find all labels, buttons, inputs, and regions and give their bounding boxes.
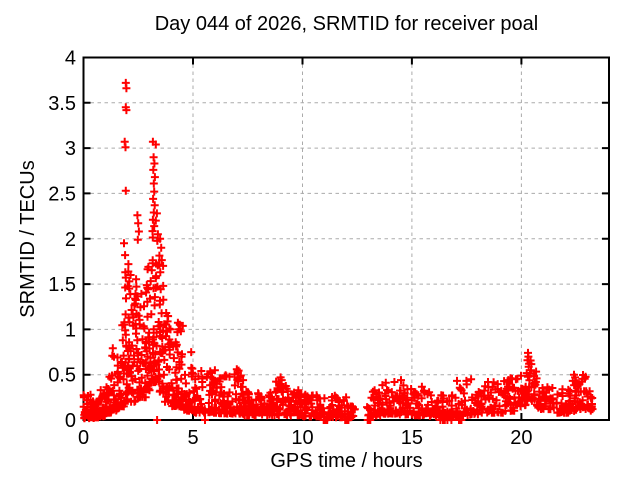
x-axis-label: GPS time / hours [270, 450, 423, 472]
y-tick-label: 1.5 [48, 274, 76, 296]
y-tick-label: 1 [65, 319, 76, 341]
x-tick-label: 20 [510, 427, 532, 449]
x-tick-label: 5 [187, 427, 198, 449]
y-tick-label: 4 [65, 48, 76, 70]
data-points [79, 78, 597, 424]
y-tick-label: 2 [65, 229, 76, 251]
y-tick-label: 2.5 [48, 183, 76, 205]
y-tick-label: 0.5 [48, 365, 76, 387]
x-tick-label: 0 [78, 427, 89, 449]
y-tick-label: 3 [65, 138, 76, 160]
y-tick-label: 0 [65, 410, 76, 432]
x-tick-label: 15 [401, 427, 423, 449]
grid-lines [83, 57, 609, 420]
y-tick-label: 3.5 [48, 93, 76, 115]
x-tick-label: 10 [291, 427, 313, 449]
chart-title: Day 044 of 2026, SRMTID for receiver poa… [154, 13, 539, 35]
